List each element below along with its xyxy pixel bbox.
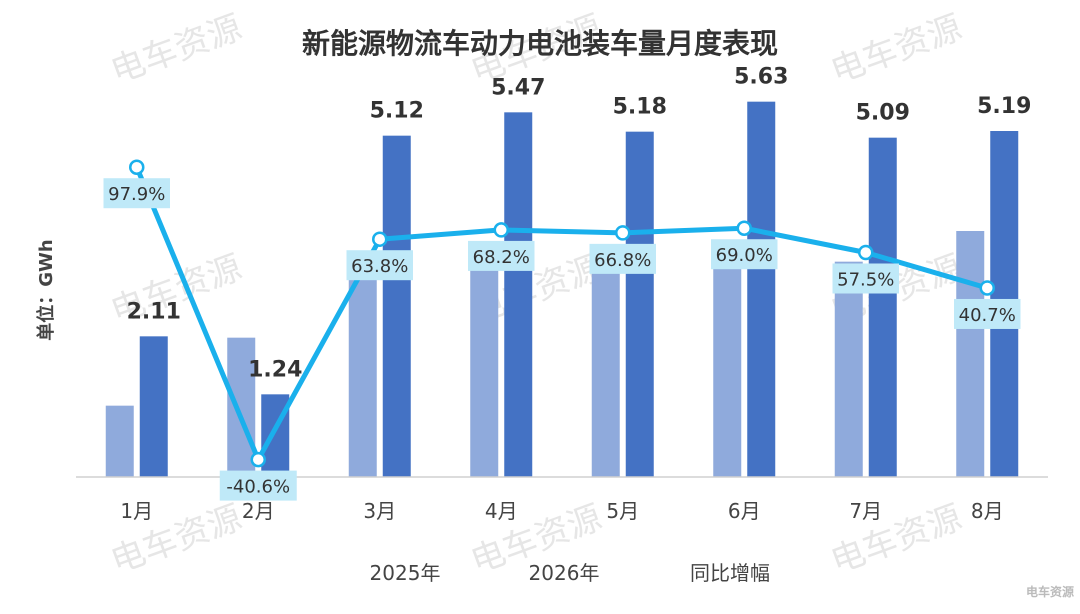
x-tick-labels: 1月 2月 3月 4月 5月 6月 7月 8月 bbox=[120, 499, 1003, 523]
x-tick-label: 6月 bbox=[728, 499, 761, 523]
bar-2025 bbox=[713, 255, 742, 477]
bar-2026 bbox=[504, 112, 533, 477]
growth-label-box bbox=[219, 470, 297, 501]
bar-2025 bbox=[956, 231, 985, 477]
growth-label-box bbox=[711, 239, 778, 270]
growth-label-text: 40.7% bbox=[959, 305, 1016, 326]
watermark-text: 电车资源 bbox=[105, 8, 246, 92]
growth-point bbox=[615, 225, 631, 241]
growth-label-text: 63.8% bbox=[351, 256, 408, 277]
bar-2025 bbox=[834, 261, 863, 477]
legend-entry: 2026年 bbox=[529, 561, 600, 585]
watermark-text: 电车资源 bbox=[825, 8, 966, 92]
legend-entry: 同比增幅 bbox=[690, 561, 770, 585]
growth-label: -40.6% bbox=[219, 470, 297, 501]
corner-logo: 电车资源 bbox=[1026, 584, 1074, 599]
growth-label-box bbox=[954, 298, 1021, 329]
legend-entry: 2025年 bbox=[370, 561, 441, 585]
bar-value-label: 1.24 bbox=[248, 357, 302, 382]
growth-point bbox=[736, 220, 752, 236]
legend: 2025年 2026年 同比增幅 bbox=[370, 561, 770, 585]
growth-label: 63.8% bbox=[346, 250, 413, 281]
growth-label-text: -40.6% bbox=[226, 477, 290, 498]
chart-title: 新能源物流车动力电池装车量月度表现 bbox=[302, 27, 778, 60]
bar-value-label: 5.18 bbox=[613, 95, 667, 120]
growth-label: 57.5% bbox=[832, 263, 899, 294]
bar-2026 bbox=[868, 137, 897, 477]
growth-point bbox=[372, 231, 388, 247]
growth-label-text: 57.5% bbox=[837, 270, 894, 291]
growth-label-text: 68.2% bbox=[473, 247, 530, 268]
growth-label-box bbox=[589, 243, 656, 274]
bar-value-label: 5.12 bbox=[370, 99, 424, 124]
x-tick-label: 5月 bbox=[606, 499, 639, 523]
growth-label-box bbox=[346, 250, 413, 281]
bar-2026 bbox=[139, 336, 168, 477]
bar-2025 bbox=[348, 268, 377, 477]
bar-2026 bbox=[625, 131, 654, 477]
y-axis-label: 单位：GWh bbox=[35, 239, 57, 340]
bar-value-label: 2.11 bbox=[127, 299, 181, 324]
growth-point bbox=[858, 244, 874, 261]
growth-label: 40.7% bbox=[954, 298, 1021, 329]
bars-layer: 2.11 1.24 5.12 5.47 5.18 5.63 5.09 5.19 bbox=[105, 65, 1031, 478]
bar-2025 bbox=[591, 269, 620, 477]
growth-line bbox=[134, 166, 988, 463]
bar-value-label: 5.09 bbox=[856, 101, 910, 126]
growth-point bbox=[250, 451, 266, 468]
bar-value-label: 5.47 bbox=[491, 75, 545, 100]
growth-label: 97.9% bbox=[103, 178, 170, 209]
growth-label-box bbox=[468, 240, 535, 271]
growth-line-layer: 97.9% -40.6% 63.8% 68.2% 66.8% 69.0% 57.5% 40.7… bbox=[103, 159, 1021, 501]
growth-label-text: 69.0% bbox=[716, 245, 773, 266]
watermark-text: 电车资源 bbox=[825, 498, 966, 582]
x-tick-label: 8月 bbox=[971, 499, 1004, 523]
bar-value-label: 5.19 bbox=[977, 94, 1031, 119]
growth-label-text: 97.9% bbox=[108, 184, 165, 205]
growth-point bbox=[979, 280, 995, 296]
growth-point bbox=[129, 159, 145, 175]
bar-2025 bbox=[470, 260, 499, 477]
bar-2026 bbox=[747, 101, 776, 478]
bar-2026 bbox=[382, 135, 411, 477]
growth-point bbox=[493, 222, 509, 238]
x-tick-label: 3月 bbox=[363, 499, 396, 523]
growth-label-box bbox=[832, 263, 899, 294]
bar-2025 bbox=[105, 405, 134, 477]
bar-2025 bbox=[227, 337, 256, 477]
bar-value-label: 5.63 bbox=[734, 65, 788, 90]
x-tick-label: 7月 bbox=[849, 499, 882, 523]
x-tick-label: 1月 bbox=[120, 499, 153, 523]
x-tick-label: 4月 bbox=[485, 499, 518, 523]
growth-label: 66.8% bbox=[589, 243, 656, 274]
growth-label-box bbox=[103, 178, 170, 209]
x-tick-label: 2月 bbox=[242, 499, 275, 523]
growth-label: 69.0% bbox=[711, 239, 778, 270]
growth-label-text: 66.8% bbox=[594, 250, 651, 271]
growth-label: 68.2% bbox=[468, 240, 535, 271]
